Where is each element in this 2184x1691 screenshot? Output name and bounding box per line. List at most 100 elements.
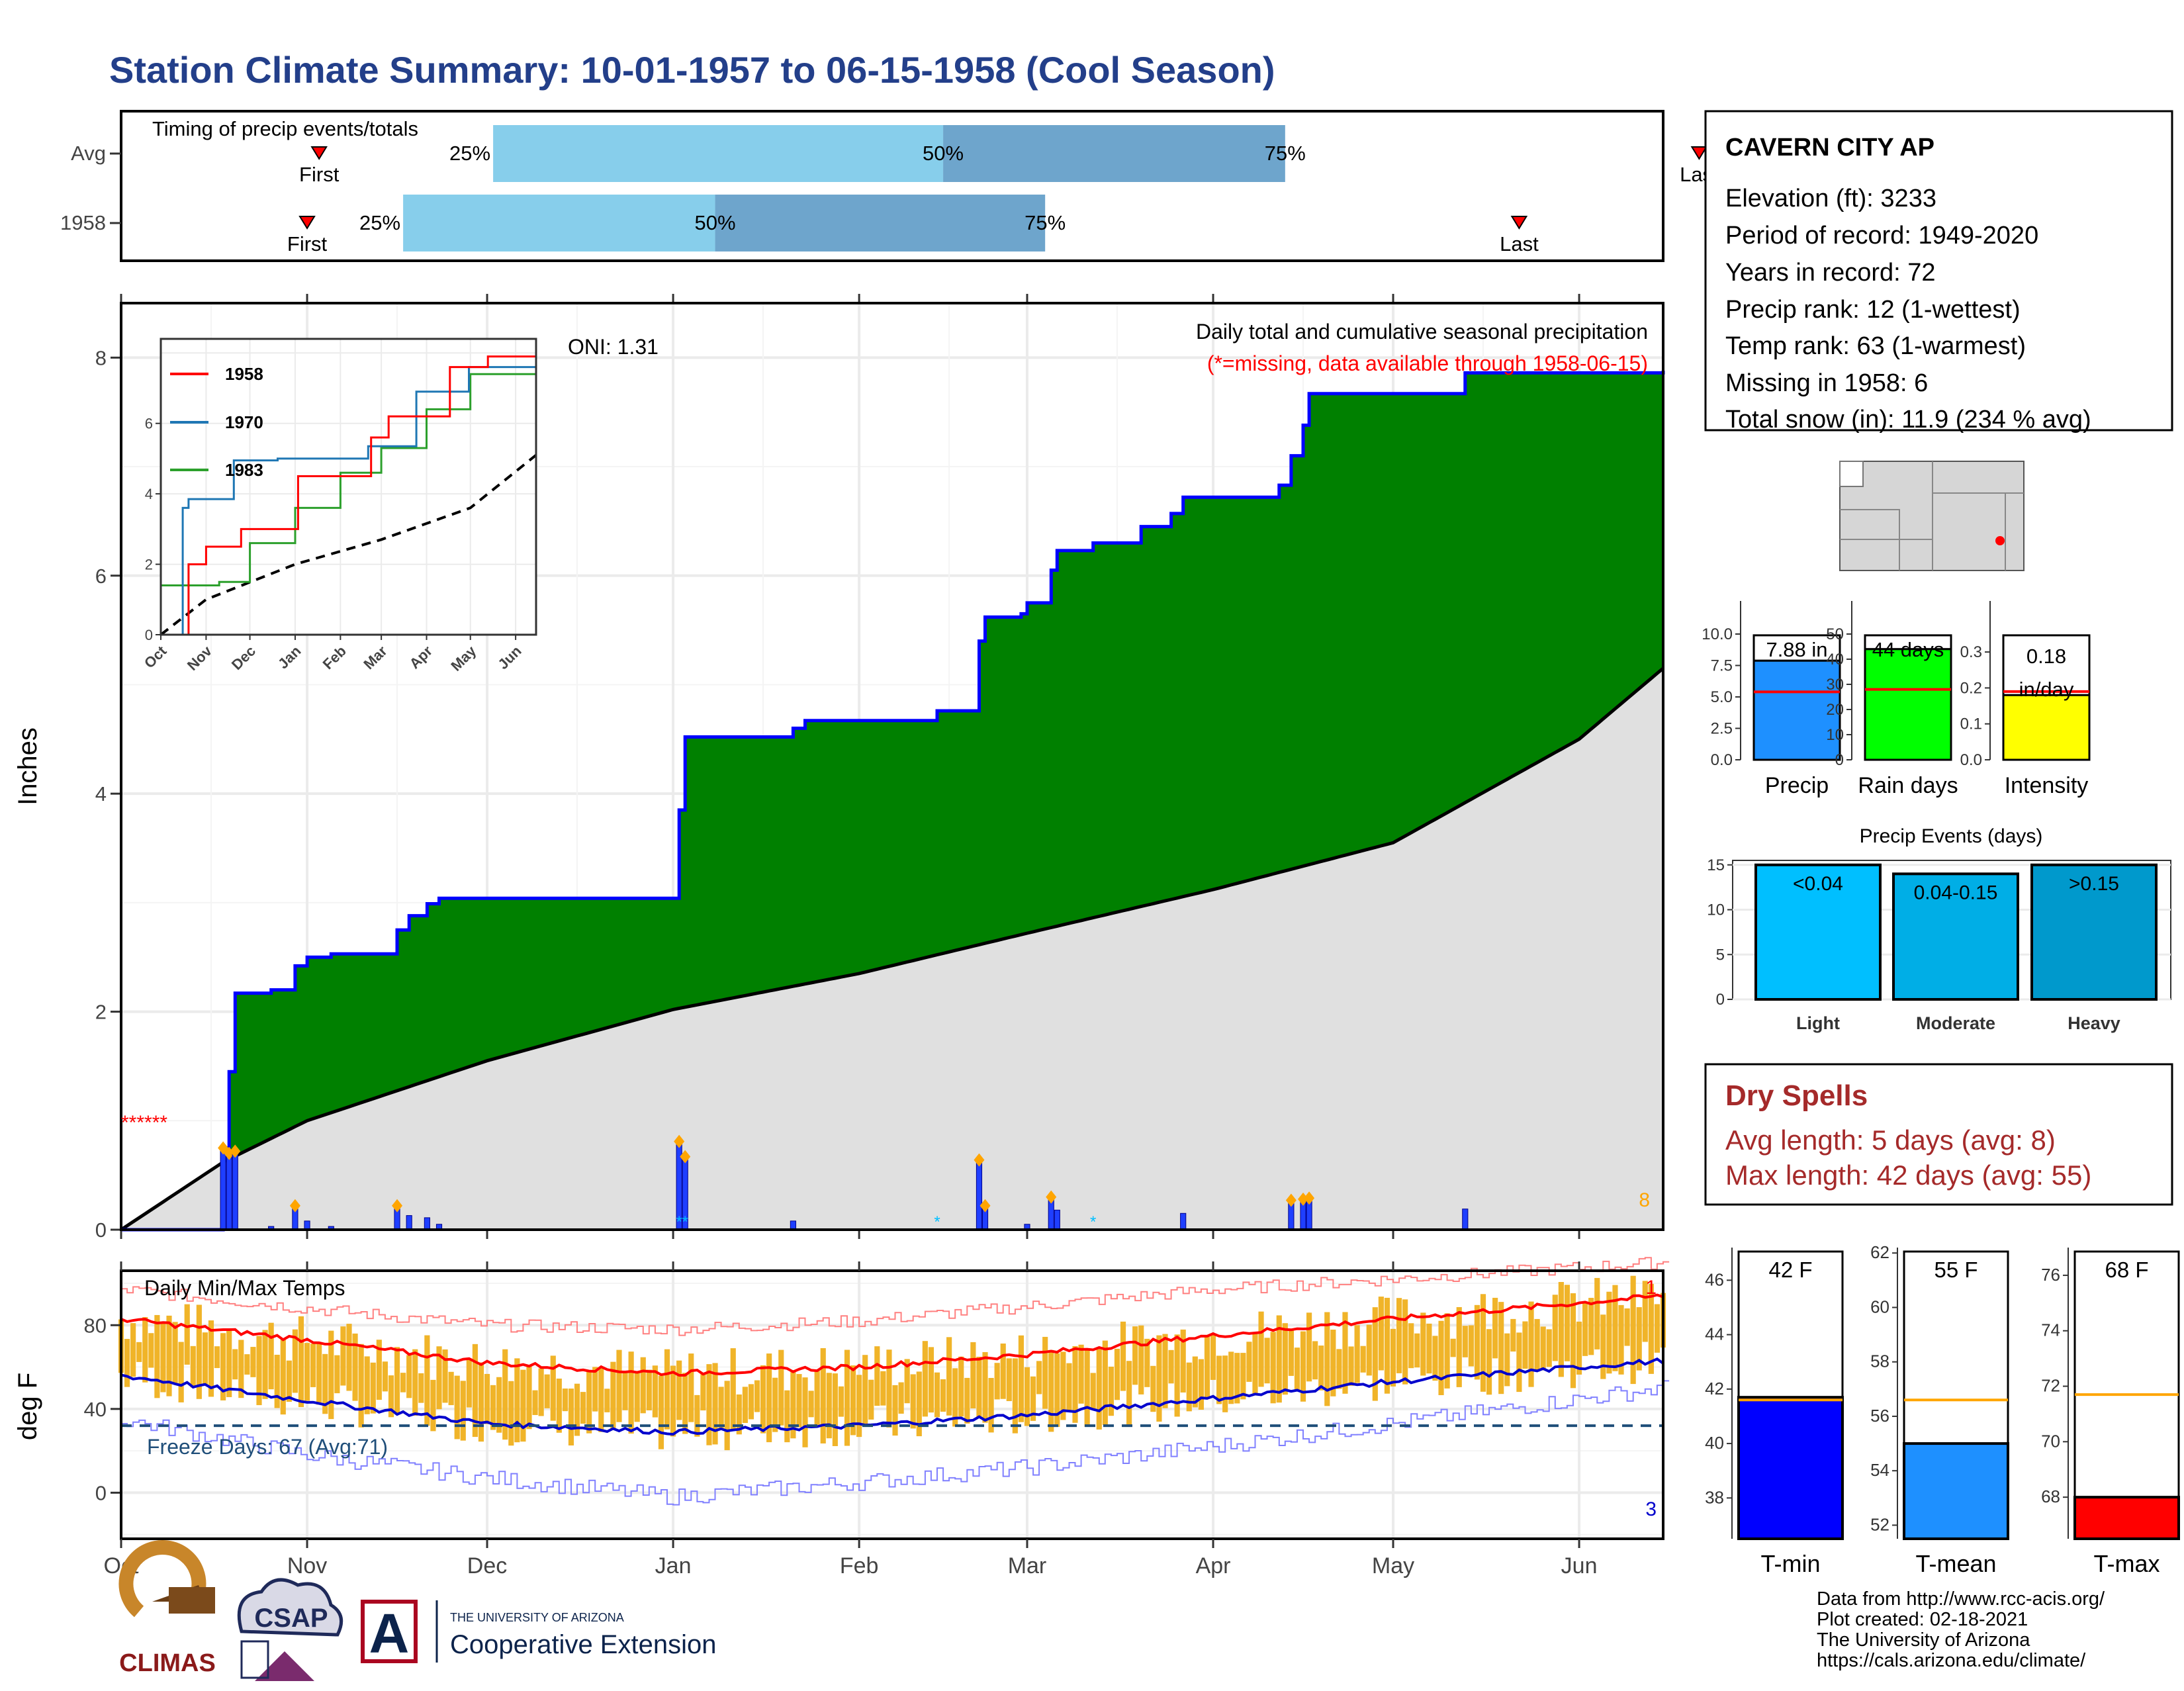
daily-temp-bar [238, 1340, 244, 1398]
daily-temp-bar [298, 1316, 304, 1408]
daily-temp-bar [784, 1390, 790, 1443]
daily-temp-bar [736, 1394, 742, 1435]
precip-panel-note: (*=missing, data available through 1958-… [1207, 351, 1648, 375]
daily-temp-bar [868, 1379, 874, 1420]
daily-temp-bar [796, 1374, 802, 1428]
station-precip-rank: Precip rank: 12 (1-wettest) [1725, 296, 2021, 324]
summary-bar-fill [2002, 694, 2091, 761]
temp-bar-tick-label: 72 [2041, 1376, 2060, 1396]
daily-temp-bar [718, 1387, 724, 1430]
first-event-marker [310, 146, 328, 160]
daily-temp-bar [1312, 1341, 1318, 1380]
daily-temp-bar [1246, 1342, 1252, 1382]
daily-temp-bar [1330, 1329, 1336, 1396]
summary-bar-box [1752, 634, 1841, 662]
summary-bar-tick-label: 0.3 [1960, 643, 1982, 661]
daily-temp-bar [1042, 1336, 1048, 1409]
inset-legend-1983: 1983 [225, 460, 263, 480]
precip-events-tick-label: 10 [1707, 901, 1725, 919]
daily-temp-bar [700, 1374, 706, 1411]
daily-temp-bar [1348, 1346, 1354, 1386]
daily-temp-bar [556, 1378, 562, 1433]
last-event-label: Last [1500, 232, 1539, 255]
daily-temp-bar [622, 1373, 628, 1410]
daily-temp-bar [1294, 1348, 1300, 1391]
daily-temp-bar [526, 1366, 532, 1430]
daily-temp-bar [1462, 1326, 1468, 1357]
daily-temp-bar [1618, 1304, 1624, 1375]
daily-temp-bar [748, 1384, 754, 1420]
daily-temp-bar [202, 1332, 208, 1385]
station-name: CAVERN CITY AP [1725, 134, 1934, 161]
temp-bar-tick-label: 40 [1705, 1433, 1724, 1453]
summary-bars: 0.0 2.5 5.0 7.5 10.0 7.88 in Precip 0 10 20 30 40 50… [1702, 601, 2091, 798]
daily-temp-bar [652, 1365, 658, 1418]
inset-y-tick-label: 6 [145, 416, 153, 432]
daily-temp-bar [1222, 1355, 1228, 1412]
station-years: Years in record: 72 [1725, 259, 1936, 287]
credits-line-3: The University of Arizona [1817, 1629, 2030, 1651]
daily-temp-bar [1498, 1302, 1504, 1394]
daily-temp-bar [754, 1380, 760, 1412]
daily-temp-bar [1450, 1338, 1456, 1357]
daily-temp-bar [490, 1385, 496, 1430]
station-info-frame [1704, 110, 2173, 432]
daily-temp-bar [634, 1371, 640, 1422]
daily-temp-bar [292, 1329, 298, 1393]
daily-temp-bar [1252, 1334, 1258, 1394]
daily-temp-bar [268, 1322, 274, 1390]
daily-temp-bar [274, 1354, 280, 1408]
inset-frame [159, 338, 537, 636]
daily-temp-bar [1420, 1312, 1426, 1376]
summary-bar-tick-label: 10 [1826, 726, 1844, 744]
summary-bar-tick-label: 0.0 [1960, 751, 1982, 769]
month-tick-label: Nov [287, 1553, 327, 1578]
credits: Data from http://www.rcc-acis.org/ Plot … [1817, 1588, 2105, 1671]
daily-temp-bar [382, 1361, 388, 1392]
daily-temp-bar [256, 1336, 262, 1406]
summary-bar-tick-label: 0.2 [1960, 679, 1982, 697]
daily-temp-bar [1480, 1294, 1486, 1392]
temp-bar-tick-label: 68 [2041, 1486, 2060, 1506]
daily-temp-bar [1174, 1334, 1180, 1417]
temp-bar-tick-label: 62 [1870, 1242, 1889, 1262]
inset-legend-1958: 1958 [225, 364, 263, 384]
daily-temp-bar [1354, 1325, 1360, 1383]
daily-temp-bar [1318, 1346, 1324, 1391]
daily-temp-bar [1078, 1344, 1084, 1404]
daily-temp-bar [1132, 1326, 1138, 1385]
daily-temp-bar [1186, 1362, 1192, 1412]
daily-temp-bar [850, 1365, 856, 1436]
summary-bar-tick-label: 2.5 [1711, 720, 1733, 738]
daily-temp-bar [1192, 1356, 1198, 1408]
daily-temp-bar [442, 1349, 448, 1403]
daily-temp-bar [826, 1373, 832, 1439]
daily-temp-bar [1624, 1308, 1630, 1346]
daily-temp-bar [1546, 1329, 1552, 1367]
daily-temp-bar [532, 1390, 538, 1416]
daily-temp-bar [400, 1373, 406, 1393]
precip-y-tick-label: 2 [95, 1001, 107, 1024]
daily-temp-bar [1198, 1359, 1204, 1410]
temp-bar-value: 55 F [1934, 1257, 1978, 1282]
month-tick-label: Apr [1196, 1553, 1231, 1578]
inset-y-tick-label: 4 [145, 486, 153, 502]
daily-temp-bar [640, 1357, 646, 1414]
daily-temp-bar [130, 1323, 136, 1377]
daily-temp-bar [664, 1349, 670, 1430]
daily-temp-bar [1072, 1346, 1078, 1423]
daily-temp-bar [688, 1353, 694, 1422]
daily-temp-bar [1276, 1315, 1282, 1403]
temp-bar-tick-label: 70 [2041, 1431, 2060, 1451]
temp-bar-value: 42 F [1768, 1257, 1812, 1282]
daily-temp-bar [1384, 1297, 1390, 1394]
daily-temp-bar [508, 1381, 514, 1446]
daily-temp-bar [946, 1337, 952, 1416]
daily-temp-bar [1090, 1373, 1096, 1410]
precip-event-range: <0.04 [1793, 873, 1843, 895]
daily-temp-bar [928, 1347, 934, 1413]
precip-events-chart: Precip Events (days) 0 5 10 15 <0.04 Light 0.0… [1707, 825, 2171, 1033]
daily-temp-bar [988, 1377, 994, 1433]
